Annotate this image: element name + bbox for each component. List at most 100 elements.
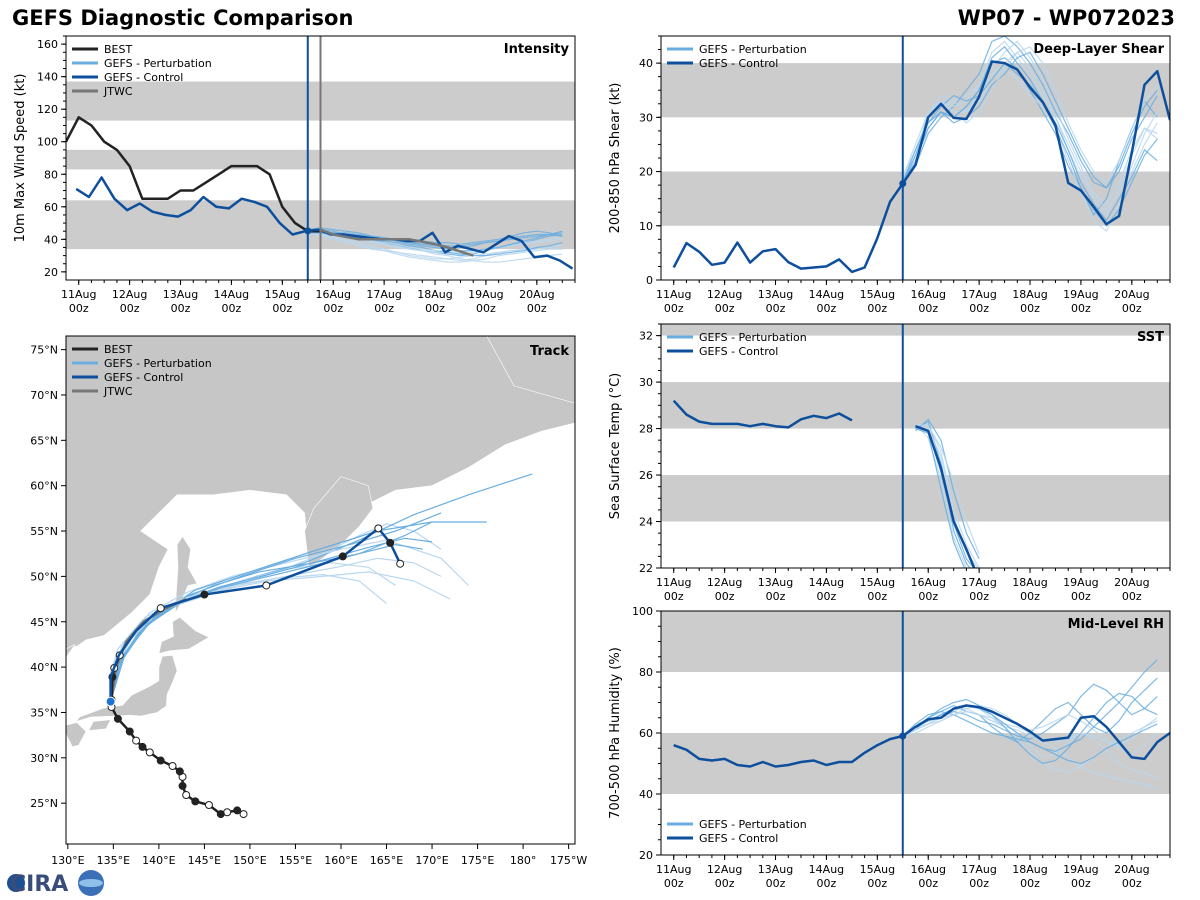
- perturbation-line-0: [307, 230, 563, 262]
- x-tick-label-day: 18Aug: [1012, 288, 1047, 301]
- perturbation-line-8: [307, 230, 563, 263]
- perturbation-line-7: [307, 227, 563, 249]
- lat-tick-label: 30°N: [30, 752, 58, 765]
- lon-tick-label: 140°E: [142, 854, 175, 867]
- storm-id: WP07 - WP072023: [957, 6, 1175, 30]
- legend-label-perturbation: GEFS - Perturbation: [699, 43, 807, 56]
- x-tick-label-hour: 00z: [69, 302, 89, 315]
- perturbation-line-4: [902, 67, 1158, 233]
- band-1: [661, 611, 1170, 672]
- y-axis-label: 200-850 hPa Shear (kt): [608, 83, 623, 234]
- y-axis-label: 700-500 hPa Humidity (%): [608, 647, 623, 819]
- x-tick-label-hour: 00z: [664, 590, 684, 603]
- x-tick-label-hour: 00z: [527, 302, 547, 315]
- x-tick-label-hour: 00z: [323, 302, 343, 315]
- x-tick-label-hour: 00z: [918, 877, 938, 890]
- perturbation-line-5: [902, 692, 1158, 765]
- control-track-point: [396, 559, 405, 568]
- panel-sst: 22242628303211Aug00z12Aug00z13Aug00z14Au…: [608, 323, 1171, 603]
- x-tick-label-day: 15Aug: [860, 863, 895, 876]
- y-tick-label: 140: [37, 71, 58, 84]
- x-tick-label-day: 12Aug: [707, 863, 742, 876]
- x-tick-label-hour: 00z: [374, 302, 394, 315]
- x-tick-label-hour: 00z: [817, 590, 837, 603]
- panel-shear: 01020304011Aug00z12Aug00z13Aug00z14Aug00…: [608, 35, 1171, 315]
- x-tick-label-day: 13Aug: [758, 863, 793, 876]
- x-tick-label-day: 19Aug: [468, 288, 503, 301]
- logo-text: CIRA: [10, 872, 68, 897]
- y-tick-label: 160: [37, 38, 58, 51]
- y-tick-label: 26: [639, 469, 653, 482]
- x-tick-label-day: 11Aug: [656, 288, 691, 301]
- control-track-point: [156, 604, 165, 613]
- x-tick-label-day: 16Aug: [910, 576, 945, 589]
- lon-tick-label: 135°E: [97, 854, 130, 867]
- lon-tick-label: 155°E: [279, 854, 312, 867]
- land-hokkaido: [158, 616, 210, 654]
- y-axis-label: Sea Surface Temp (°C): [608, 373, 623, 520]
- x-tick-label-day: 20Aug: [1114, 863, 1149, 876]
- band-0: [661, 733, 1170, 794]
- x-tick-label-day: 19Aug: [1063, 288, 1098, 301]
- y-tick-label: 40: [639, 57, 653, 70]
- x-tick-label-day: 18Aug: [1012, 863, 1047, 876]
- lat-tick-label: 50°N: [30, 570, 58, 583]
- x-tick-label-hour: 00z: [715, 302, 735, 315]
- land-honshu: [75, 654, 178, 723]
- x-tick-label-day: 15Aug: [860, 288, 895, 301]
- x-tick-label-day: 13Aug: [758, 576, 793, 589]
- best-track-point: [233, 806, 242, 815]
- y-tick-label: 80: [639, 666, 653, 679]
- legend-label-control: GEFS - Control: [699, 832, 778, 845]
- x-tick-label-day: 17Aug: [961, 288, 996, 301]
- band-1: [661, 382, 1170, 429]
- x-tick-label-day: 15Aug: [265, 288, 300, 301]
- x-tick-label-day: 12Aug: [707, 288, 742, 301]
- x-tick-label-day: 13Aug: [163, 288, 198, 301]
- y-tick-label: 100: [632, 605, 653, 618]
- band-0: [661, 475, 1170, 522]
- x-tick-label-hour: 00z: [1122, 590, 1142, 603]
- x-tick-label-day: 17Aug: [961, 576, 996, 589]
- best-track-point: [239, 810, 248, 819]
- perturbation-track-8: [110, 573, 387, 702]
- cira-logo: CIRA: [7, 870, 104, 897]
- lon-tick-label: 170°E: [415, 854, 448, 867]
- x-tick-label-hour: 00z: [1020, 877, 1040, 890]
- perturbation-track-10: [110, 557, 442, 702]
- x-tick-label-hour: 00z: [817, 302, 837, 315]
- x-tick-label-hour: 00z: [1071, 590, 1091, 603]
- lon-tick-label: 180°: [510, 854, 537, 867]
- legend-label-jtwc: JTWC: [103, 385, 133, 398]
- x-tick-label-hour: 00z: [715, 877, 735, 890]
- y-tick-label: 40: [639, 788, 653, 801]
- init-point: [304, 227, 312, 235]
- x-tick-label-hour: 00z: [1071, 302, 1091, 315]
- best-track-point: [216, 810, 225, 819]
- panel-track: 25°N 30°N 35°N 40°N 45°N 50°N 55°N 60°N 65°N 70°N…: [30, 335, 587, 867]
- legend-label-perturbation: GEFS - Perturbation: [104, 57, 212, 70]
- y-tick-label: 100: [37, 136, 58, 149]
- y-tick-label: 30: [639, 111, 653, 124]
- x-tick-label-day: 11Aug: [656, 576, 691, 589]
- best-track-point: [145, 748, 154, 757]
- legend-label-perturbation: GEFS - Perturbation: [104, 357, 212, 370]
- panel-title: SST: [1137, 330, 1164, 345]
- control-track-point: [374, 524, 383, 533]
- plot-frame: [660, 323, 1171, 569]
- band-0: [661, 171, 1170, 226]
- x-tick-label-hour: 00z: [222, 302, 242, 315]
- panel-intensity: 2040608010012014016011Aug00z12Aug00z13Au…: [13, 35, 576, 315]
- y-tick-label: 24: [639, 516, 653, 529]
- x-tick-label-hour: 00z: [867, 590, 887, 603]
- x-tick-label-hour: 00z: [715, 590, 735, 603]
- lat-tick-label: 35°N: [30, 706, 58, 719]
- perturbation-track-4: [109, 571, 451, 702]
- x-tick-label-day: 12Aug: [112, 288, 147, 301]
- lat-tick-label: 70°N: [30, 389, 58, 402]
- x-tick-label-day: 14Aug: [809, 863, 844, 876]
- x-tick-label-day: 16Aug: [910, 863, 945, 876]
- y-tick-label: 20: [639, 849, 653, 862]
- perturbation-line-3: [307, 230, 563, 245]
- init-position-point: [105, 696, 116, 707]
